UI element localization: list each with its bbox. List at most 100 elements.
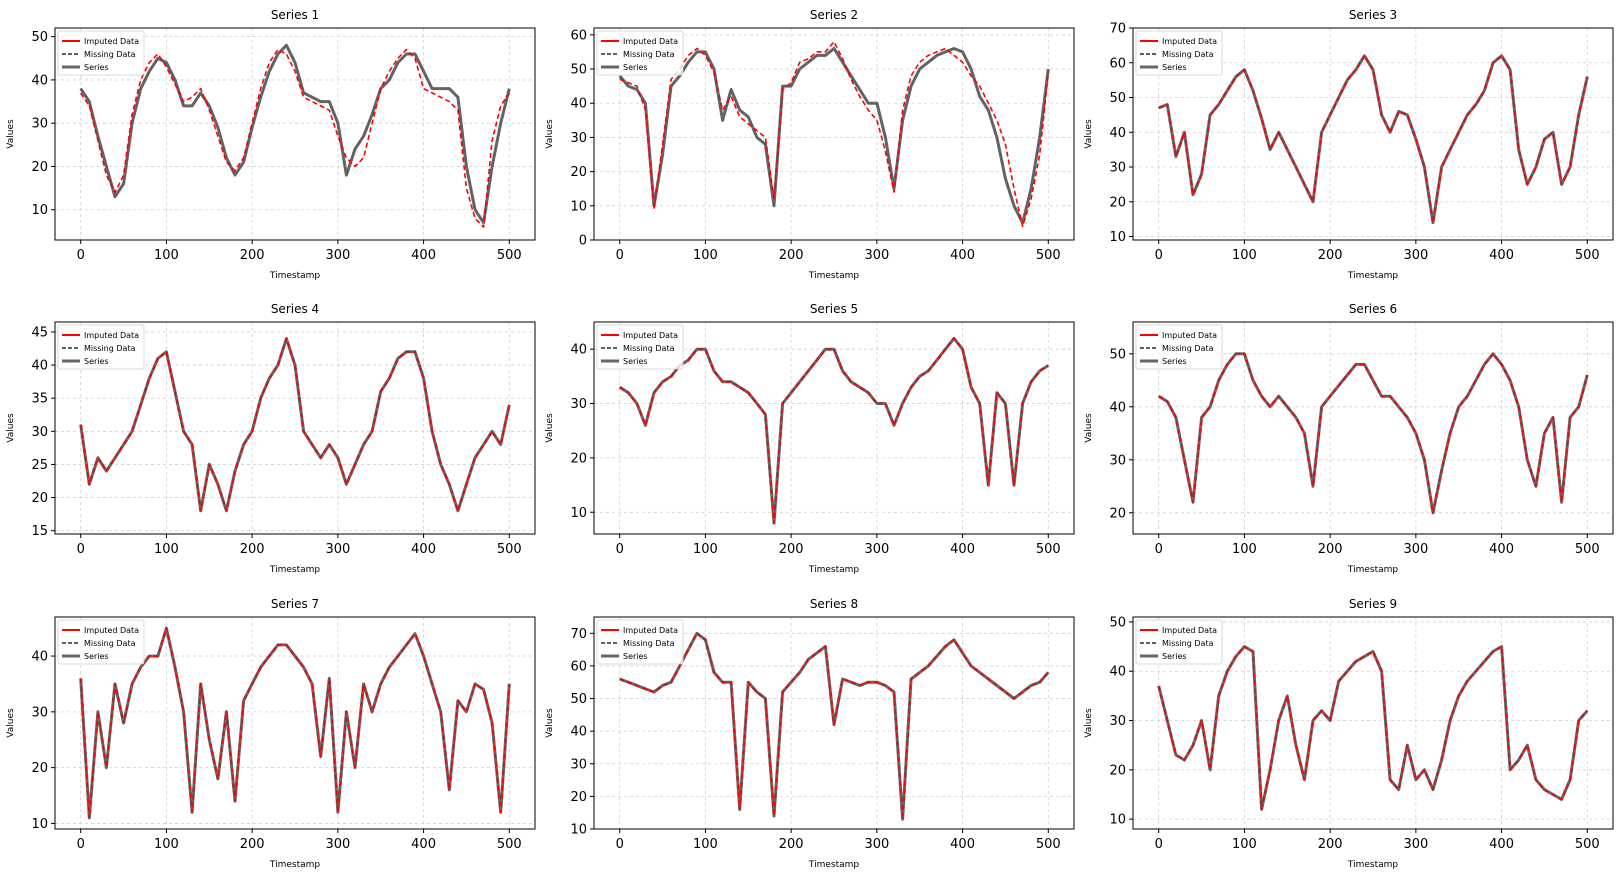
y-tick-label: 20 bbox=[31, 491, 48, 506]
y-tick-label: 45 bbox=[31, 325, 48, 340]
series-layer bbox=[619, 631, 1050, 821]
legend: Imputed Data Missing Data Series bbox=[1135, 30, 1223, 76]
x-tick-label: 100 bbox=[693, 248, 718, 263]
plot-frame bbox=[593, 321, 1075, 535]
y-tick-label: 20 bbox=[1109, 763, 1126, 778]
legend-label: Series bbox=[1162, 63, 1187, 72]
x-tick-label: 300 bbox=[864, 837, 889, 852]
x-tick-label: 0 bbox=[616, 542, 624, 557]
y-tick-label: 20 bbox=[1109, 506, 1126, 521]
x-tick-label: 300 bbox=[1403, 542, 1428, 557]
series-line bbox=[619, 40, 1050, 228]
y-tick-label: 60 bbox=[570, 28, 587, 43]
series-line bbox=[1157, 645, 1588, 811]
x-tick-label: 100 bbox=[693, 837, 718, 852]
x-axis-label: Timestamp bbox=[1347, 565, 1399, 575]
x-tick-label: 300 bbox=[1403, 837, 1428, 852]
x-axis-label: Timestamp bbox=[1347, 860, 1399, 870]
y-tick-label: 35 bbox=[31, 392, 48, 407]
y-tick-label: 40 bbox=[1109, 400, 1126, 415]
legend-label: Series bbox=[84, 357, 109, 366]
y-tick-label: 50 bbox=[1109, 615, 1126, 630]
x-tick-label: 0 bbox=[77, 248, 85, 263]
x-tick-label: 200 bbox=[240, 837, 265, 852]
series-line bbox=[1158, 54, 1589, 224]
legend-label: Series bbox=[623, 357, 648, 366]
series-line bbox=[1157, 352, 1589, 515]
legend-label: Imputed Data bbox=[623, 626, 678, 635]
y-axis-label: Values bbox=[545, 413, 555, 443]
series-line bbox=[79, 626, 511, 820]
x-tick-label: 400 bbox=[1489, 542, 1514, 557]
y-tick-label: 25 bbox=[31, 458, 48, 473]
x-tick-label: 200 bbox=[779, 542, 804, 557]
x-tick-label: 300 bbox=[325, 248, 350, 263]
x-axis-label: Timestamp bbox=[808, 860, 860, 870]
x-tick-label: 200 bbox=[779, 248, 804, 263]
y-tick-label: 50 bbox=[31, 30, 48, 45]
y-tick-label: 50 bbox=[1109, 347, 1126, 362]
series-line bbox=[79, 337, 511, 512]
legend-label: Missing Data bbox=[84, 344, 136, 353]
y-tick-label: 40 bbox=[1109, 665, 1126, 680]
legend-label: Imputed Data bbox=[623, 37, 678, 46]
x-tick-label: 0 bbox=[616, 248, 624, 263]
x-tick-label: 500 bbox=[497, 837, 522, 852]
legend-label: Imputed Data bbox=[1162, 37, 1217, 46]
y-tick-label: 40 bbox=[31, 650, 48, 665]
chart-panel: 0 100 200 300 400 500 10 20 30 40 50 Series 1 Timest… bbox=[6, 8, 536, 281]
legend: Imputed Data Missing Data Series bbox=[57, 619, 145, 665]
x-tick-label: 0 bbox=[1155, 837, 1163, 852]
x-tick-label: 400 bbox=[950, 542, 975, 557]
chart-title: Series 7 bbox=[271, 597, 319, 611]
chart-panel: 0 100 200 300 400 500 20 30 40 50 Series 6 Timestam… bbox=[1084, 302, 1614, 575]
plot-frame bbox=[593, 616, 1075, 830]
x-tick-label: 0 bbox=[616, 837, 624, 852]
legend-label: Missing Data bbox=[84, 50, 136, 59]
y-tick-label: 40 bbox=[570, 97, 587, 112]
y-tick-label: 0 bbox=[579, 234, 587, 249]
chart-title: Series 3 bbox=[1349, 8, 1397, 22]
x-tick-label: 500 bbox=[1575, 248, 1600, 263]
y-axis-label: Values bbox=[1084, 708, 1094, 738]
x-tick-label: 100 bbox=[1232, 837, 1257, 852]
series-layer bbox=[618, 336, 1050, 525]
chart-title: Series 9 bbox=[1349, 597, 1397, 611]
x-tick-label: 100 bbox=[154, 837, 179, 852]
legend: Imputed Data Missing Data Series bbox=[596, 30, 684, 76]
y-tick-label: 70 bbox=[570, 627, 587, 642]
series-line bbox=[618, 47, 1050, 225]
legend-label: Series bbox=[1162, 652, 1187, 661]
series-line bbox=[619, 632, 1049, 821]
legend-label: Imputed Data bbox=[1162, 331, 1217, 340]
x-axis-label: Timestamp bbox=[808, 271, 860, 281]
chart-panel: 0 100 200 300 400 500 15 20 25 30 35 40 45 Series 4 Ti… bbox=[6, 302, 536, 575]
y-axis-label: Values bbox=[1084, 413, 1094, 443]
y-tick-label: 20 bbox=[31, 160, 48, 175]
x-tick-label: 100 bbox=[693, 542, 718, 557]
y-tick-label: 30 bbox=[1109, 714, 1126, 729]
legend-label: Imputed Data bbox=[1162, 626, 1217, 635]
x-tick-label: 200 bbox=[1318, 837, 1343, 852]
x-tick-label: 100 bbox=[154, 248, 179, 263]
y-tick-label: 10 bbox=[31, 817, 48, 832]
x-axis-label: Timestamp bbox=[269, 860, 321, 870]
plot-frame bbox=[54, 321, 536, 535]
chart-title: Series 8 bbox=[810, 597, 858, 611]
plot-frame bbox=[54, 27, 536, 241]
y-axis-label: Values bbox=[6, 413, 16, 443]
chart-panel: 0 100 200 300 400 500 10 20 30 40 50 Series 9 Timest… bbox=[1084, 597, 1614, 870]
x-tick-label: 500 bbox=[1036, 248, 1061, 263]
series-line bbox=[80, 48, 510, 228]
y-tick-label: 40 bbox=[31, 73, 48, 88]
y-tick-label: 10 bbox=[570, 823, 587, 838]
y-tick-label: 10 bbox=[1109, 230, 1126, 245]
legend-label: Missing Data bbox=[1162, 50, 1214, 59]
plot-frame bbox=[1132, 321, 1614, 535]
y-tick-label: 30 bbox=[570, 131, 587, 146]
x-tick-label: 500 bbox=[1036, 542, 1061, 557]
legend-label: Series bbox=[623, 63, 648, 72]
legend: Imputed Data Missing Data Series bbox=[1135, 324, 1223, 370]
y-tick-label: 60 bbox=[570, 659, 587, 674]
plot-frame bbox=[54, 616, 536, 830]
